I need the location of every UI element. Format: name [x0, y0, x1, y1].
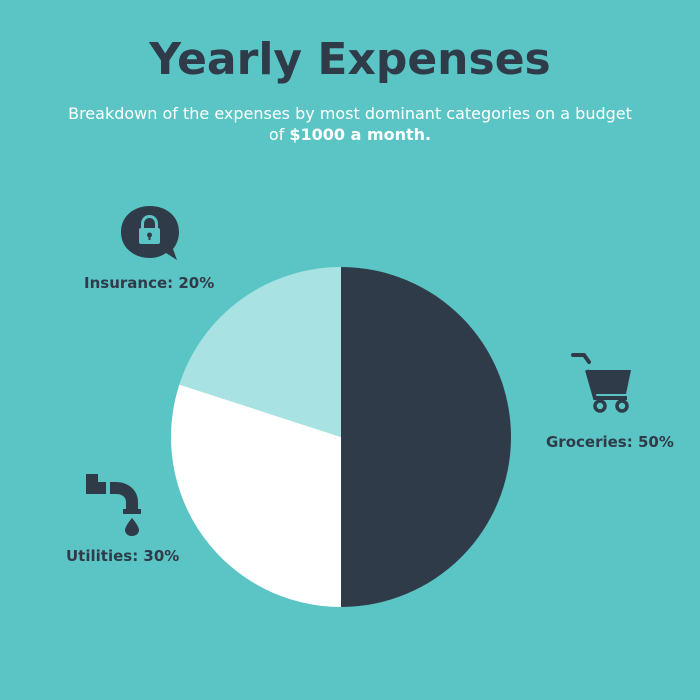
pie-slice-groceries [341, 267, 511, 607]
lock-speech-bubble-icon [121, 206, 179, 260]
subtitle-budget: $1000 a month. [289, 125, 432, 144]
pie-slice-insurance [179, 267, 341, 437]
utilities-label: Utilities: 30% [66, 547, 180, 565]
insurance-label: Insurance: 20% [84, 274, 215, 292]
page-subtitle: Breakdown of the expenses by most domina… [60, 103, 640, 145]
groceries-label: Groceries: 50% [546, 433, 674, 451]
pie-slice-utilities [170, 384, 341, 607]
shopping-cart-icon [571, 353, 631, 413]
water-pipe-drip-icon [86, 474, 141, 536]
subtitle-text: Breakdown of the expenses by most domina… [68, 104, 632, 144]
page-title: Yearly Expenses [149, 34, 551, 85]
